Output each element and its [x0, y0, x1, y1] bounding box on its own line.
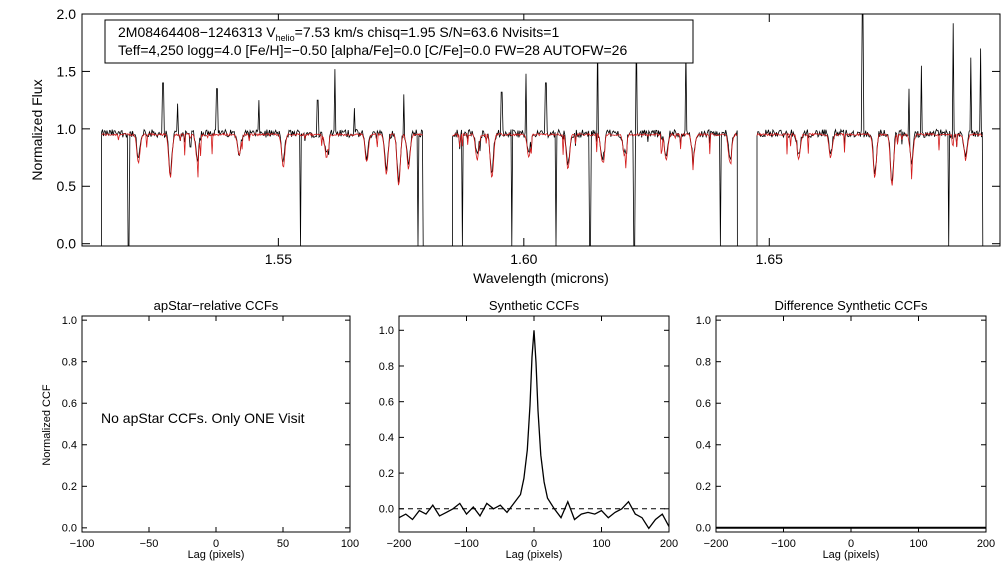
info-line-1-subscript: helio: [276, 33, 295, 43]
synthetic-y-tick-label: 0.4: [379, 432, 394, 444]
synthetic-x-tick-label: −100: [454, 538, 479, 550]
spectrum-panel: 1.55 1.60 1.65 0.0 0.5 1.0 1.5 2.0 Wavelength (…: [29, 6, 1001, 286]
spectrum-plot-area: [101, 13, 984, 247]
difference-y-tick-label: 0.8: [696, 357, 711, 369]
apstar-x-tick-label: −50: [140, 538, 159, 550]
spectrum-info-box: 2M08464408−1246313 Vhelio=7.53 km/s chis…: [104, 19, 694, 64]
synthetic-axes-frame: [398, 315, 670, 533]
apstar-ccf-panel: apStar−relative CCFs −100 −50 0 50 100 0.0 0.2…: [41, 298, 359, 561]
synthetic-x-label: Lag (pixels): [506, 549, 563, 561]
synthetic-y-tick-label: 0.0: [379, 504, 394, 516]
spectrum-observed-line: [756, 13, 984, 247]
difference-axes-frame: [715, 315, 987, 533]
apstar-y-tick-label: 0.6: [62, 398, 77, 410]
synthetic-plot-area: [398, 330, 670, 530]
apstar-x-tick-label: −100: [70, 538, 95, 550]
difference-ccf-panel: Difference Synthetic CCFs −200 −100 0 100 20…: [696, 298, 995, 561]
spectrum-observed-line: [101, 69, 424, 247]
spectrum-y-tick-label: 1.0: [57, 121, 77, 137]
difference-y-tick-label: 0.2: [696, 481, 711, 493]
apstar-x-label: Lag (pixels): [188, 549, 245, 561]
info-line-1: 2M08464408−1246313 Vhelio=7.53 km/s chis…: [118, 24, 559, 43]
spectrum-model-line: [756, 132, 983, 186]
apstar-x-tick-label: 100: [341, 538, 359, 550]
spectrum-y-tick-label: 0.5: [57, 178, 77, 194]
apstar-y-tick-label: 0.8: [62, 357, 77, 369]
difference-y-tick-label: 1.0: [696, 315, 711, 327]
difference-y-tick-label: 0.4: [696, 440, 711, 452]
difference-x-tick-label: 200: [977, 538, 995, 550]
spectrum-ticks: 1.55 1.60 1.65 0.0 0.5 1.0 1.5 2.0: [57, 6, 1000, 267]
spectrum-model-line: [101, 132, 423, 186]
difference-y-tick-label: 0.6: [696, 398, 711, 410]
spectrum-model-line: [452, 132, 738, 178]
apstar-y-label: Normalized CCF: [41, 384, 53, 466]
info-line-1-suffix: =7.53 km/s chisq=1.95 S/N=63.6 Nvisits=1: [295, 24, 560, 40]
spectrum-y-label: Normalized Flux: [29, 79, 45, 180]
apstar-ticks: −100 −50 0 50 100 0.0 0.2 0.4 0.6 0.8 1.0: [62, 315, 359, 550]
info-box-frame: [104, 19, 694, 64]
apstar-y-tick-label: 0.0: [62, 523, 77, 535]
spectrum-x-label: Wavelength (microns): [473, 270, 609, 286]
difference-x-tick-label: 0: [848, 538, 854, 550]
synthetic-ticks: −200 −100 0 100 200 0.0 0.2 0.4 0.6 0.8 1.0: [379, 316, 678, 550]
apstar-ccf-title: apStar−relative CCFs: [154, 298, 279, 313]
apstar-y-tick-label: 0.2: [62, 481, 77, 493]
info-line-1-prefix: 2M08464408−1246313 V: [118, 24, 276, 40]
spectrum-x-tick-label: 1.60: [510, 251, 537, 267]
apstar-ccf-message: No apStar CCFs. Only ONE Visit: [101, 410, 305, 426]
synthetic-y-tick-label: 0.6: [379, 397, 394, 409]
synthetic-ccf-panel: Synthetic CCFs −200 −100 0 100 200 0.0 0.2 0.4 0…: [379, 298, 678, 561]
info-line-2: Teff=4,250 logg=4.0 [Fe/H]=−0.50 [alpha/…: [118, 42, 627, 58]
synthetic-y-tick-label: 1.0: [379, 325, 394, 337]
synthetic-x-tick-label: 200: [660, 538, 678, 550]
apstar-y-tick-label: 1.0: [62, 315, 77, 327]
synthetic-x-tick-label: 0: [531, 538, 537, 550]
difference-x-tick-label: 100: [909, 538, 927, 550]
synthetic-x-tick-label: 100: [592, 538, 610, 550]
spectrum-y-tick-label: 2.0: [57, 6, 77, 22]
spectrum-x-tick-label: 1.55: [265, 251, 292, 267]
apstar-x-tick-label: 0: [213, 538, 219, 550]
difference-ticks: −200 −100 0 100 200 0.0 0.2 0.4 0.6 0.8 1.0: [696, 315, 995, 550]
spectrum-x-tick-label: 1.65: [756, 251, 783, 267]
difference-ccf-title: Difference Synthetic CCFs: [775, 298, 928, 313]
synthetic-x-tick-label: −200: [387, 538, 412, 550]
difference-x-tick-label: −100: [771, 538, 796, 550]
spectrum-y-tick-label: 0.0: [57, 236, 77, 252]
difference-x-tick-label: −200: [704, 538, 729, 550]
spectrum-axes-frame: [81, 13, 1001, 247]
spectrum-y-tick-label: 1.5: [57, 63, 77, 79]
difference-y-tick-label: 0.0: [696, 523, 711, 535]
apstar-x-tick-label: 50: [277, 538, 289, 550]
difference-x-label: Lag (pixels): [823, 549, 880, 561]
synthetic-ccf-title: Synthetic CCFs: [489, 298, 580, 313]
synthetic-ccf-line: [398, 330, 670, 530]
synthetic-y-tick-label: 0.2: [379, 468, 394, 480]
synthetic-y-tick-label: 0.8: [379, 361, 394, 373]
apstar-y-tick-label: 0.4: [62, 440, 77, 452]
